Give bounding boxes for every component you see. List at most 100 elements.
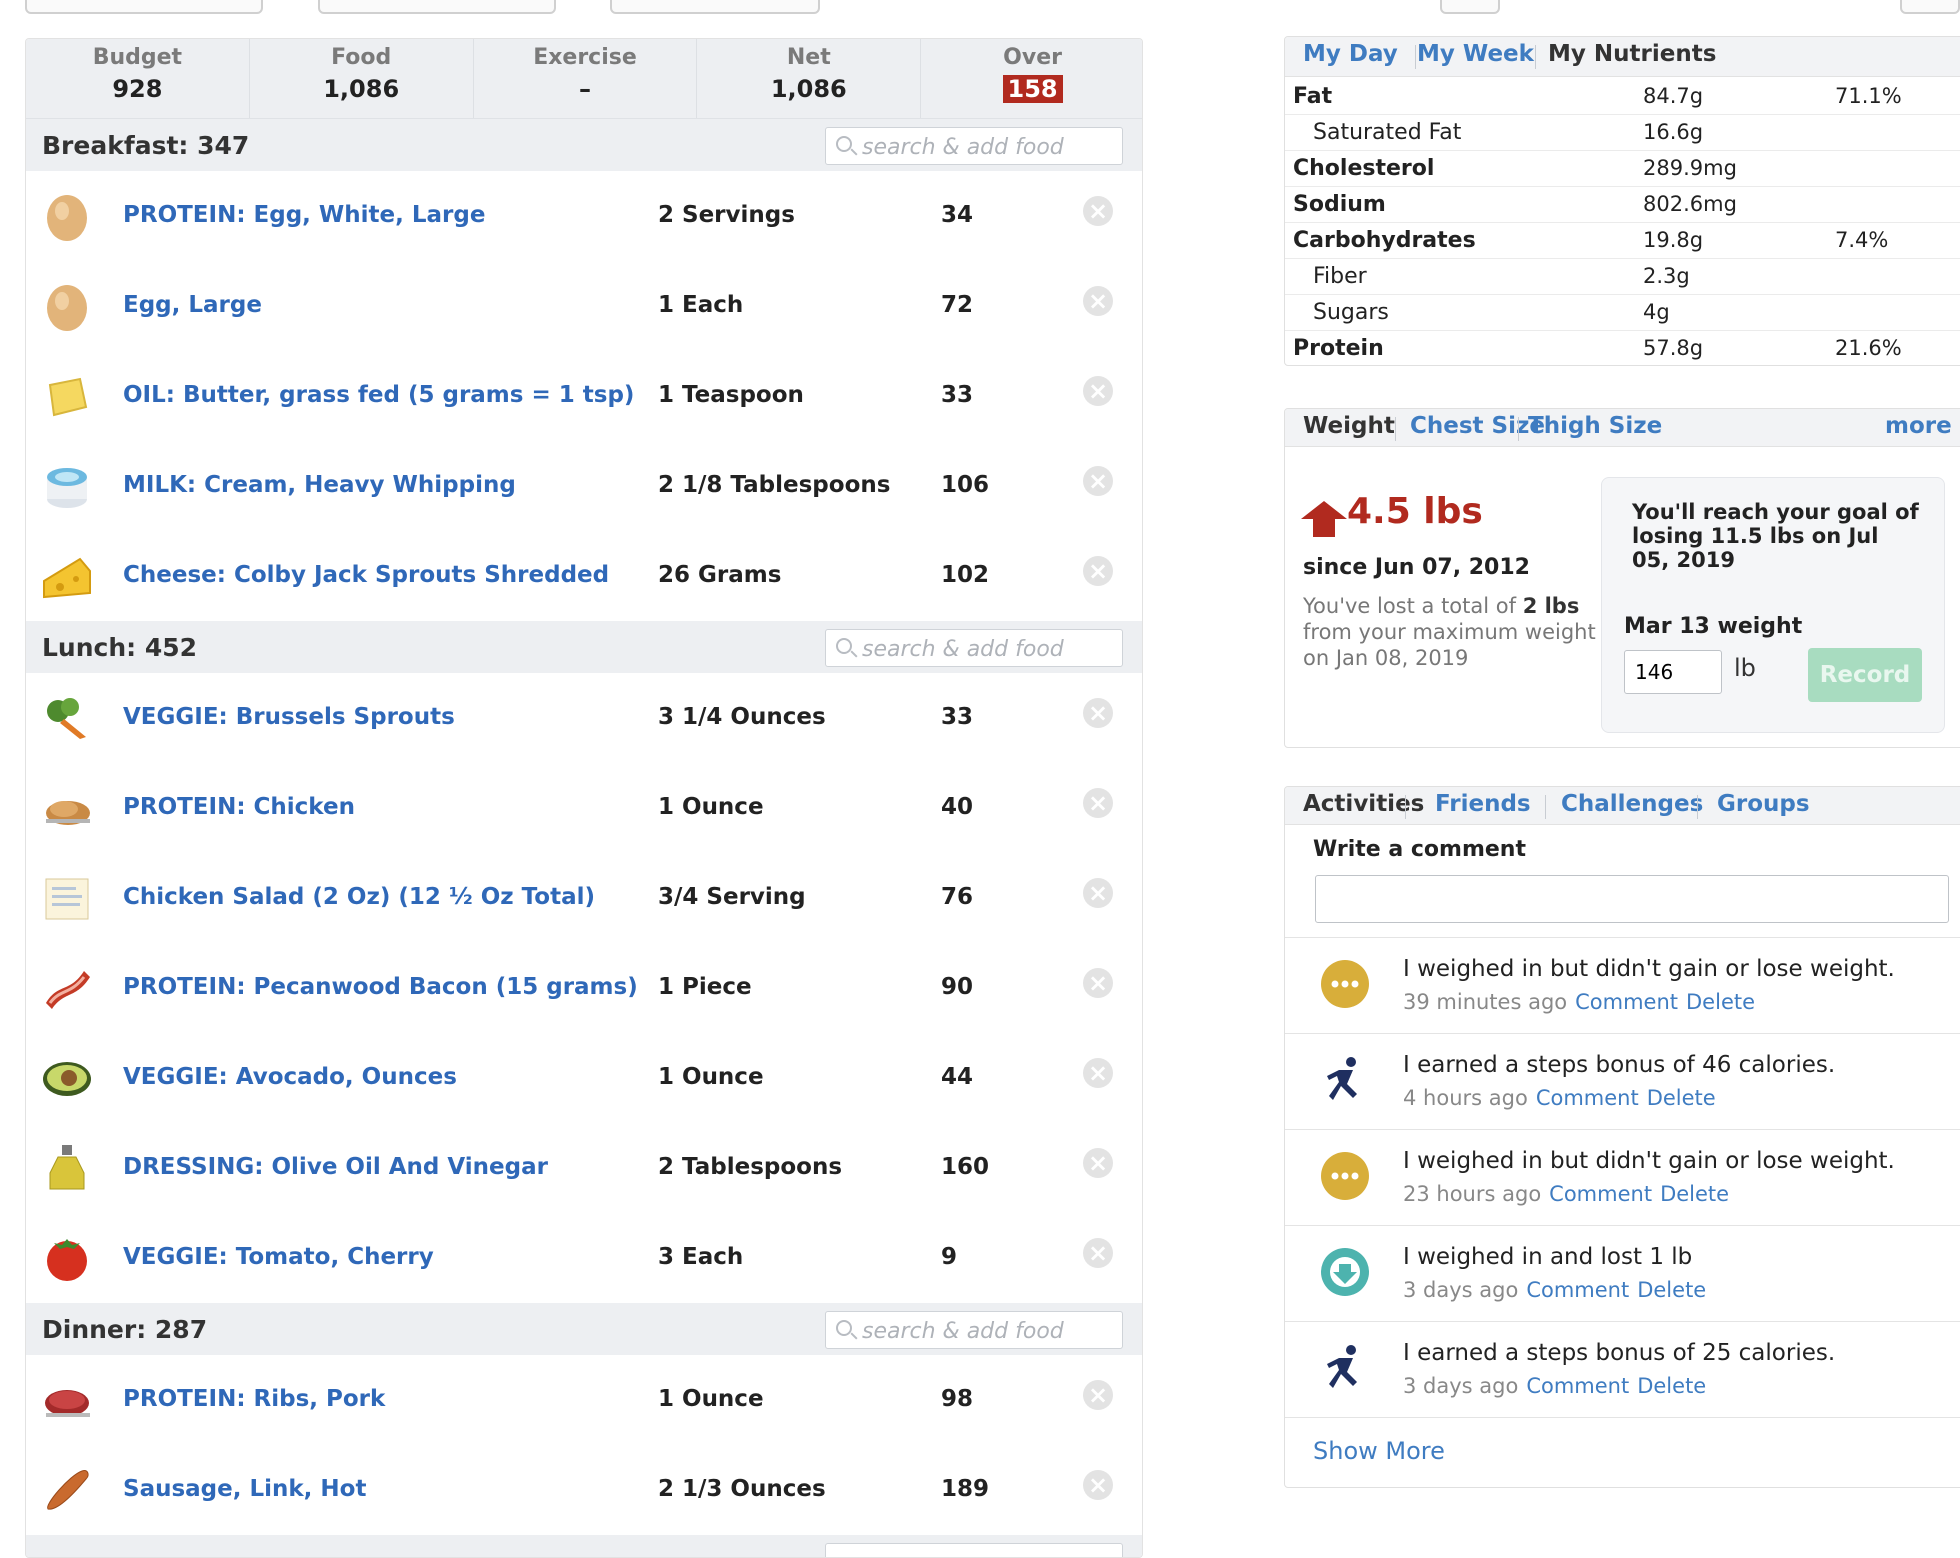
food-name-link[interactable]: PROTEIN: Pecanwood Bacon (15 grams) (123, 974, 638, 1000)
food-calories: 9 (941, 1244, 958, 1270)
delete-food-icon[interactable]: × (1083, 1380, 1113, 1410)
comment-link[interactable]: Comment (1549, 1182, 1653, 1206)
food-row: PROTEIN: Egg, White, Large 2 Servings 34 × (26, 171, 1142, 261)
search-add-food-input[interactable]: search & add food (825, 629, 1123, 667)
tab-my-day[interactable]: My Day (1303, 41, 1398, 67)
delete-food-icon[interactable]: × (1083, 1148, 1113, 1178)
nutrient-row: Sugars 4g (1285, 295, 1960, 331)
search-icon (836, 1320, 852, 1336)
food-name-link[interactable]: OIL: Butter, grass fed (5 grams = 1 tsp) (123, 382, 635, 408)
food-name-link[interactable]: MILK: Cream, Heavy Whipping (123, 472, 516, 498)
nutrient-label: Fiber (1313, 264, 1367, 289)
nutrient-value: 802.6mg (1643, 192, 1737, 216)
record-button[interactable]: Record (1808, 648, 1922, 702)
tab-groups[interactable]: Groups (1717, 791, 1810, 817)
over-badge: 158 (1002, 75, 1063, 103)
food-quantity: 3 1/4 Ounces (658, 704, 826, 730)
delete-food-icon[interactable]: × (1083, 968, 1113, 998)
goal-text: You'll reach your goal of losing 11.5 lb… (1632, 500, 1919, 572)
search-add-food-input[interactable]: search & add food (825, 127, 1123, 165)
food-row: VEGGIE: Avocado, Ounces 1 Ounce 44 × (26, 1033, 1142, 1123)
food-calories: 72 (941, 292, 974, 318)
food-name-link[interactable]: PROTEIN: Chicken (123, 794, 355, 820)
delete-link[interactable]: Delete (1686, 990, 1756, 1014)
delete-food-icon[interactable]: × (1083, 788, 1113, 818)
activity-meta: 39 minutes ago Comment Delete (1403, 990, 1755, 1014)
activity-text: I weighed in but didn't gain or lose wei… (1403, 1148, 1895, 1174)
delete-food-icon[interactable]: × (1083, 698, 1113, 728)
comment-link[interactable]: Comment (1526, 1278, 1630, 1302)
search-add-food-input[interactable] (825, 1543, 1123, 1557)
delete-link[interactable]: Delete (1637, 1278, 1707, 1302)
nutrient-row: Carbohydrates 19.8g 7.4% (1285, 223, 1960, 259)
nutrient-row: Fiber 2.3g (1285, 259, 1960, 295)
record-label: Mar 13 weight (1624, 614, 1803, 639)
delete-link[interactable]: Delete (1646, 1086, 1716, 1110)
delete-food-icon[interactable]: × (1083, 376, 1113, 406)
snacks-header (26, 1535, 1142, 1557)
search-icon (836, 136, 852, 152)
food-log-panel: Budget 928 Food 1,086 Exercise – Net 1,0… (25, 38, 1143, 1558)
weight-since: since Jun 07, 2012 (1303, 555, 1530, 580)
delete-food-icon[interactable]: × (1083, 466, 1113, 496)
next-day-button[interactable] (1900, 0, 1960, 14)
search-add-food-input[interactable]: search & add food (825, 1311, 1123, 1349)
nutrient-value: 57.8g (1643, 336, 1704, 360)
show-more-link[interactable]: Show More (1313, 1437, 1445, 1465)
nutrient-row: Fat 84.7g 71.1% (1285, 79, 1960, 115)
more-link[interactable]: more (1885, 413, 1952, 439)
food-calories: 34 (941, 202, 974, 228)
food-row: PROTEIN: Ribs, Pork 1 Ounce 98 × (26, 1355, 1142, 1445)
tab-my-nutrients[interactable]: My Nutrients (1548, 41, 1717, 67)
tab-my-week[interactable]: My Week (1417, 41, 1534, 67)
neutral-weigh-icon (1317, 956, 1373, 1012)
tab-thigh-size[interactable]: Thigh Size (1528, 413, 1663, 439)
food-name-link[interactable]: VEGGIE: Tomato, Cherry (123, 1244, 434, 1270)
delete-food-icon[interactable]: × (1083, 1058, 1113, 1088)
food-name-link[interactable]: Cheese: Colby Jack Sprouts Shredded (123, 562, 610, 588)
activity-meta: 23 hours ago Comment Delete (1403, 1182, 1729, 1206)
delete-food-icon[interactable]: × (1083, 1470, 1113, 1500)
delete-link[interactable]: Delete (1637, 1374, 1707, 1398)
food-name-link[interactable]: PROTEIN: Egg, White, Large (123, 202, 486, 228)
tab-challenges[interactable]: Challenges (1561, 791, 1704, 817)
tab-activities[interactable]: Activities (1303, 791, 1425, 817)
delete-link[interactable]: Delete (1660, 1182, 1730, 1206)
food-name-link[interactable]: PROTEIN: Ribs, Pork (123, 1386, 386, 1412)
activity-item: I earned a steps bonus of 25 calories. 3 … (1285, 1321, 1960, 1417)
nutrient-label: Cholesterol (1293, 156, 1435, 181)
toolbar-button-3[interactable] (610, 0, 820, 14)
delete-food-icon[interactable]: × (1083, 556, 1113, 586)
toolbar-button-2[interactable] (318, 0, 556, 14)
activity-meta: 4 hours ago Comment Delete (1403, 1086, 1716, 1110)
weight-input[interactable] (1624, 650, 1722, 694)
delete-food-icon[interactable]: × (1083, 878, 1113, 908)
weight-panel: Weight Chest Size Thigh Size more 4.5 lb… (1284, 408, 1960, 748)
delete-food-icon[interactable]: × (1083, 1238, 1113, 1268)
food-quantity: 2 1/8 Tablespoons (658, 472, 891, 498)
food-name-link[interactable]: Sausage, Link, Hot (123, 1476, 367, 1502)
food-name-link[interactable]: Chicken Salad (2 Oz) (12 ½ Oz Total) (123, 884, 596, 910)
food-name-link[interactable]: Egg, Large (123, 292, 262, 318)
prev-day-button[interactable] (1440, 0, 1500, 14)
comment-link[interactable]: Comment (1535, 1086, 1639, 1110)
comment-link[interactable]: Comment (1526, 1374, 1630, 1398)
tab-friends[interactable]: Friends (1435, 791, 1531, 817)
comment-link[interactable]: Comment (1575, 990, 1679, 1014)
calorie-summary: Budget 928 Food 1,086 Exercise – Net 1,0… (26, 39, 1142, 119)
activity-item: I weighed in but didn't gain or lose wei… (1285, 1129, 1960, 1225)
nutrient-percent: 21.6% (1835, 336, 1902, 360)
food-name-link[interactable]: VEGGIE: Brussels Sprouts (123, 704, 455, 730)
food-name-link[interactable]: VEGGIE: Avocado, Ounces (123, 1064, 457, 1090)
toolbar-button-1[interactable] (25, 0, 263, 14)
tab-weight[interactable]: Weight (1303, 413, 1395, 439)
veggie-icon (40, 693, 94, 743)
goal-box: You'll reach your goal of losing 11.5 lb… (1601, 477, 1945, 733)
tab-chest-size[interactable]: Chest Size (1410, 413, 1545, 439)
food-name-link[interactable]: DRESSING: Olive Oil And Vinegar (123, 1154, 548, 1180)
nutrient-label: Sugars (1313, 300, 1389, 325)
nutrient-label: Protein (1293, 336, 1384, 361)
comment-input[interactable] (1315, 875, 1949, 923)
delete-food-icon[interactable]: × (1083, 196, 1113, 226)
delete-food-icon[interactable]: × (1083, 286, 1113, 316)
